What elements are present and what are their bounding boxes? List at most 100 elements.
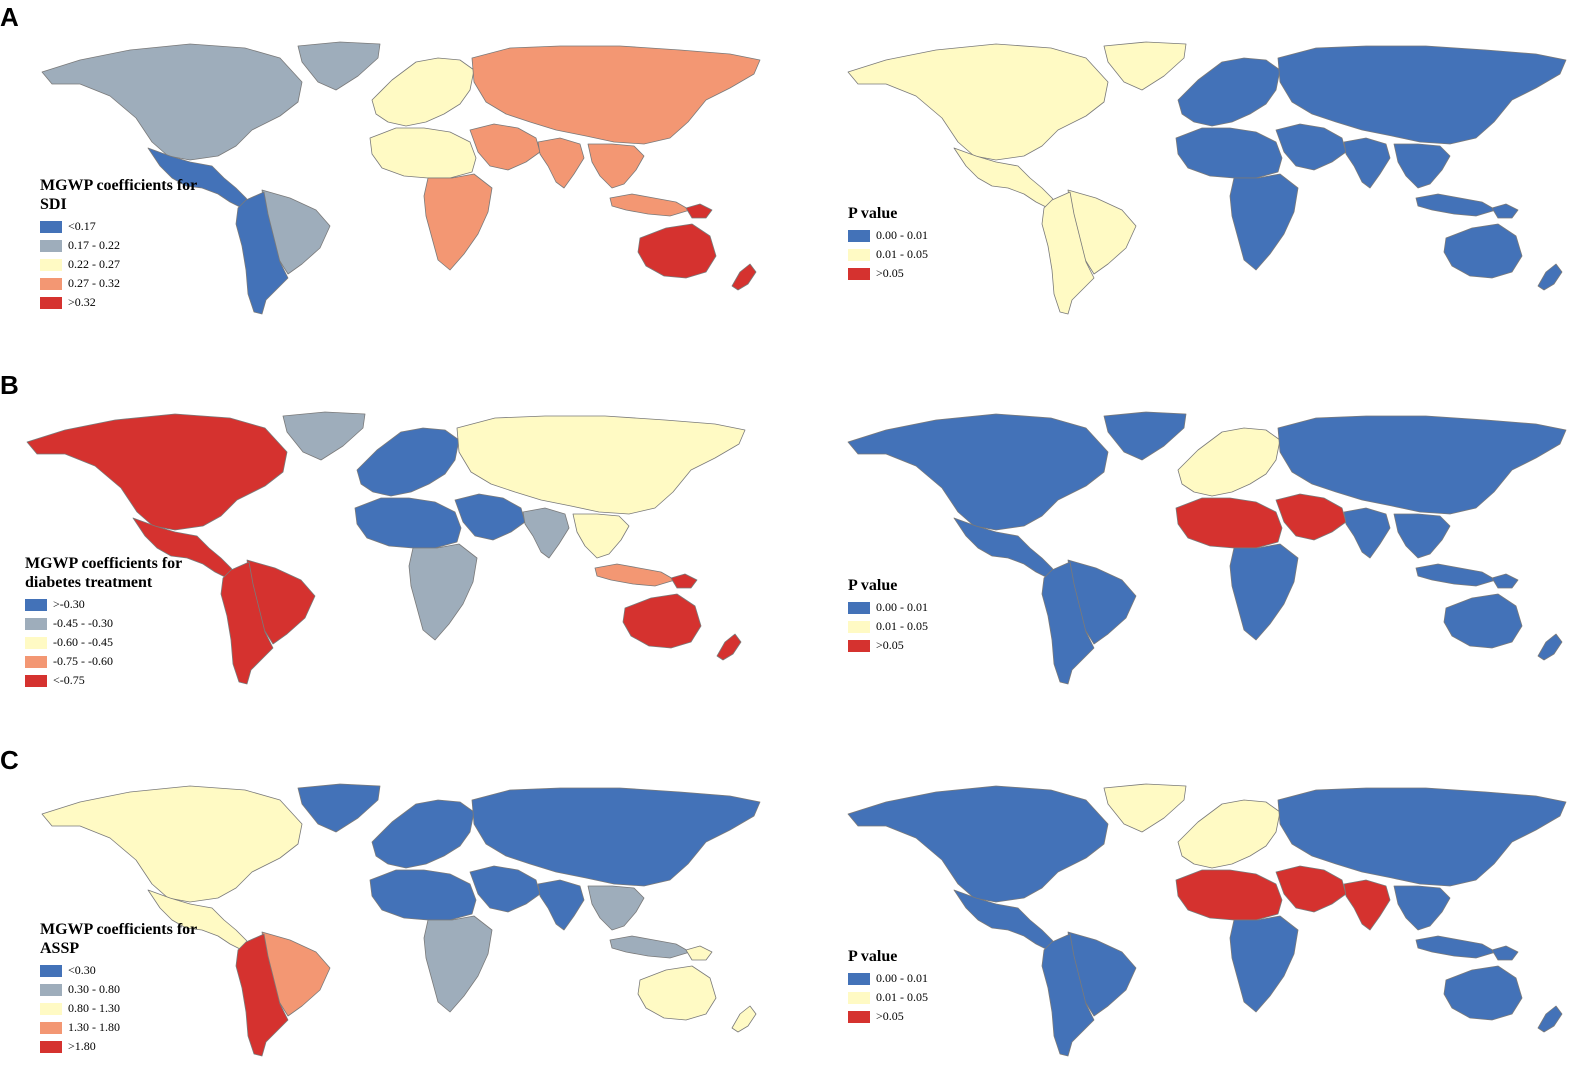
legend-label: 0.00 - 0.01 [876,228,928,242]
legend-item: 0.01 - 0.05 [848,245,928,264]
region-indonesia [1415,193,1497,217]
region-new-zealand [731,263,757,291]
region-subsaharan-africa [1229,915,1299,1013]
legend-item: >0.05 [848,1007,928,1026]
region-south-america-west [220,561,274,685]
legend-swatch [848,991,870,1004]
region-middle-east [1275,493,1347,541]
region-middle-east [469,123,541,171]
region-new-zealand [1537,1005,1563,1033]
region-australia [637,223,717,279]
legend-label: 0.22 - 0.27 [68,257,120,271]
legend-swatch [40,220,62,233]
region-north-america [41,43,303,161]
map-a-coefficients [41,41,761,315]
legend-label: -0.45 - -0.30 [53,616,113,630]
legend-label: >0.05 [876,638,904,652]
legend-swatch [40,1040,62,1053]
legend-label: 0.00 - 0.01 [876,600,928,614]
region-south-america-west [235,191,289,315]
legend-title: P value [848,205,898,222]
legend-swatch [848,229,870,242]
region-png [1491,573,1519,589]
region-middle-east [1275,865,1347,913]
region-australia [622,593,702,649]
region-se-asia [587,143,645,189]
map-a-pvalue [847,41,1567,315]
region-se-asia [1393,885,1451,931]
legend-label: 0.00 - 0.01 [876,971,928,985]
legend-label: >-0.30 [53,597,85,611]
region-png [1491,203,1519,219]
region-greenland [297,41,381,91]
legend-swatch [40,983,62,996]
legend-swatch [40,277,62,290]
region-india [522,507,570,559]
legend-item: <0.30 [40,961,197,980]
legend-swatch [25,617,47,630]
legend-swatch [848,601,870,614]
region-subsaharan-africa [423,915,493,1013]
region-europe [1177,799,1281,869]
legend-swatch [848,639,870,652]
region-europe [371,799,475,869]
legend-a-pvalue: P value 0.00 - 0.01 0.01 - 0.05 >0.05 [848,204,928,283]
region-north-africa [369,869,477,921]
legend-swatch [25,674,47,687]
legend-item: <0.17 [40,217,197,236]
legend-c-pvalue: P value 0.00 - 0.01 0.01 - 0.05 >0.05 [848,947,928,1026]
region-australia [637,965,717,1021]
map-b-coefficients [26,411,746,685]
legend-label: 0.80 - 1.30 [68,1001,120,1015]
legend-label: <-0.75 [53,673,85,687]
region-greenland [1103,411,1187,461]
region-greenland [1103,41,1187,91]
region-north-america [847,413,1109,531]
region-europe [1177,427,1281,497]
region-india [1343,879,1391,931]
region-south-america-west [1041,933,1095,1057]
legend-swatch [848,267,870,280]
legend-label: 0.27 - 0.32 [68,276,120,290]
legend-swatch [40,964,62,977]
region-png [1491,945,1519,961]
legend-item: 0.00 - 0.01 [848,226,928,245]
legend-title: MGWP coefficients for SDI [40,176,197,214]
legend-label: 0.17 - 0.22 [68,238,120,252]
region-se-asia [587,885,645,931]
region-india [537,879,585,931]
legend-label: -0.75 - -0.60 [53,654,113,668]
legend-swatch [848,1010,870,1023]
region-subsaharan-africa [408,543,478,641]
legend-label: <0.30 [68,963,96,977]
legend-swatch [40,1021,62,1034]
legend-title: MGWP coefficients for ASSP [40,920,197,958]
region-se-asia [1393,143,1451,189]
region-se-asia [572,513,630,559]
legend-item: 0.01 - 0.05 [848,988,928,1007]
legend-title-line2: SDI [40,196,67,213]
legend-label: 0.30 - 0.80 [68,982,120,996]
region-russia-asia [1277,787,1567,887]
region-greenland [297,783,381,833]
legend-label: -0.60 - -0.45 [53,635,113,649]
region-europe [356,427,460,497]
region-north-africa [1175,127,1283,179]
legend-label: 0.01 - 0.05 [876,990,928,1004]
legend-c-coefficients: MGWP coefficients for ASSP <0.30 0.30 - 0… [40,920,197,1056]
region-europe [371,57,475,127]
region-russia-asia [471,45,761,145]
legend-label: >0.32 [68,295,96,309]
legend-b-pvalue: P value 0.00 - 0.01 0.01 - 0.05 >0.05 [848,576,928,655]
region-south-america-west [1041,191,1095,315]
legend-title-line1: MGWP coefficients for [40,177,198,194]
region-north-america [26,413,288,531]
legend-title-line2: ASSP [40,940,80,957]
legend-swatch [848,620,870,633]
region-north-america [41,785,303,903]
legend-label: 0.01 - 0.05 [876,619,928,633]
region-subsaharan-africa [423,173,493,271]
region-new-zealand [1537,633,1563,661]
legend-title: MGWP coefficients for diabetes treatment [25,554,182,592]
region-png [670,573,698,589]
